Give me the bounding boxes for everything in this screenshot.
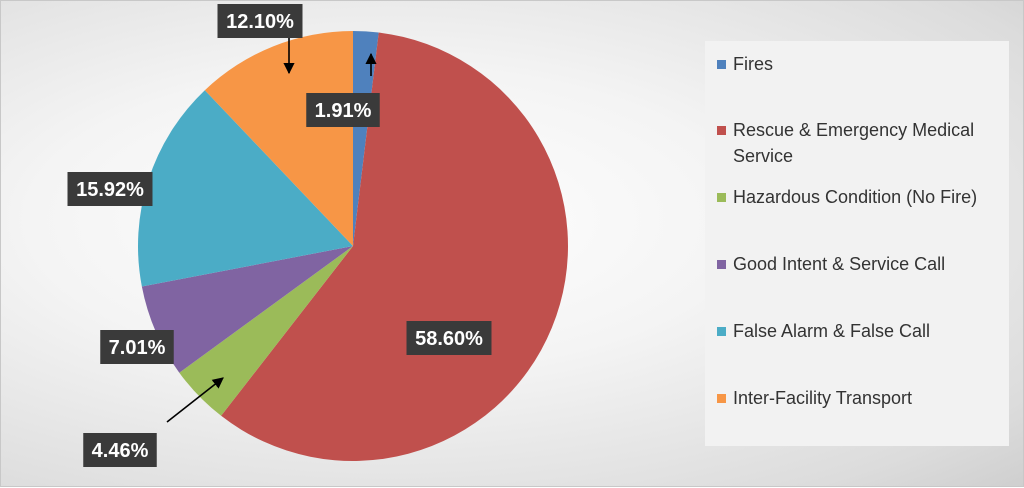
pie-slice-fires	[353, 31, 379, 246]
legend-label: Fires	[733, 54, 773, 74]
data-label-text: 15.92%	[76, 179, 144, 201]
legend-item-inter-facility: Inter-Facility Transport	[717, 385, 1003, 411]
data-label-inter-facility: 12.10%	[217, 4, 303, 38]
data-label-box	[406, 321, 492, 355]
data-label-text: 4.46%	[92, 440, 149, 462]
legend-label: Good Intent & Service Call	[733, 254, 946, 274]
data-label-box	[100, 330, 174, 364]
legend: Fires Rescue & Emergency Medical Service…	[705, 41, 1009, 446]
legend-swatch	[717, 327, 726, 336]
data-label-good-intent: 7.01%	[100, 330, 174, 364]
legend-swatch	[717, 260, 726, 269]
legend-item-fires: Fires	[717, 51, 1003, 77]
data-label-text: 58.60%	[415, 328, 483, 350]
legend-swatch	[717, 394, 726, 403]
legend-label: False Alarm & False Call	[733, 321, 931, 341]
legend-swatch	[717, 60, 726, 69]
legend-label: Hazardous Condition (No Fire)	[733, 187, 978, 207]
data-label-text: 12.10%	[226, 11, 294, 33]
legend-item-rescue: Rescue & Emergency Medical Service	[717, 117, 1003, 169]
pie-slice-false-alarm	[138, 90, 353, 287]
data-label-false-alarm: 15.92%	[67, 172, 153, 206]
data-label-box	[217, 4, 303, 38]
legend-swatch	[717, 126, 726, 135]
data-label-box	[67, 172, 153, 206]
data-label-text: 1.91%	[315, 100, 372, 122]
legend-item-good-intent: Good Intent & Service Call	[717, 251, 1003, 277]
data-label-box	[83, 433, 157, 467]
data-label-text: 7.01%	[109, 337, 166, 359]
data-label-fires: 1.91%	[306, 93, 380, 127]
legend-swatch	[717, 193, 726, 202]
legend-label: Rescue & Emergency Medical Service	[733, 120, 975, 166]
data-label-rescue: 58.60%	[406, 321, 492, 355]
legend-item-hazardous: Hazardous Condition (No Fire)	[717, 184, 1003, 210]
pie-slice-inter-facility	[204, 31, 353, 246]
data-label-box	[306, 93, 380, 127]
pie-slice-hazardous	[179, 246, 353, 416]
legend-label: Inter-Facility Transport	[733, 388, 913, 408]
pie-slice-good-intent	[141, 246, 353, 373]
legend-item-false-alarm: False Alarm & False Call	[717, 318, 1003, 344]
data-label-hazardous: 4.46%	[83, 433, 157, 467]
leader-arrow	[166, 377, 224, 423]
